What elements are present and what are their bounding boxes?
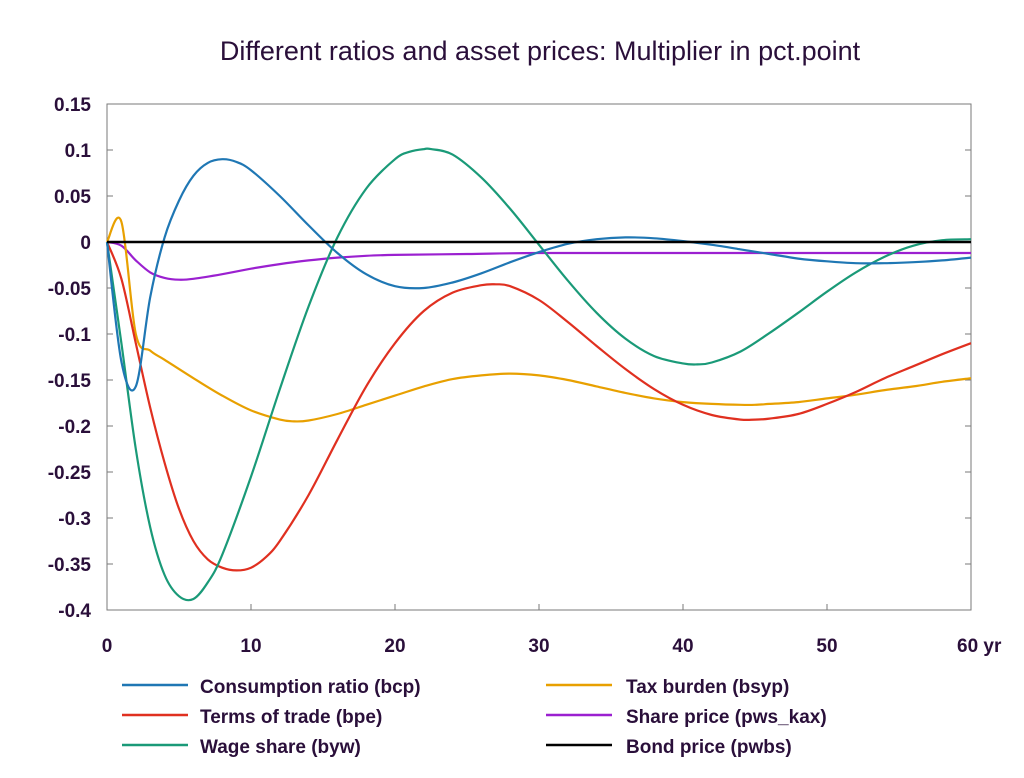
y-tick-label: -0.4 (58, 601, 91, 622)
y-axis: 0.15 0.1 0.05 0 -0.05 -0.1 -0.15 -0.2 -0.25 -0.3 -… (48, 95, 971, 622)
series-line-wage-share-byw (105, 147, 972, 602)
legend-item-tax-burden-bsyp: Tax burden (bsyp) (546, 677, 789, 698)
x-tick-label: 60 yr (957, 636, 1002, 657)
y-tick-label: 0 (80, 233, 91, 254)
y-tick-label: -0.25 (48, 463, 92, 484)
legend-item-terms-of-trade-bpe: Terms of trade (bpe) (122, 707, 382, 728)
plot-area (106, 103, 972, 611)
x-tick-label: 30 (528, 636, 549, 657)
x-tick-label: 50 (816, 636, 837, 657)
y-tick-label: -0.15 (48, 371, 92, 392)
y-tick-label: 0.1 (65, 141, 92, 162)
legend-label: Share price (pws_kax) (626, 707, 827, 728)
y-tick-label: -0.2 (58, 417, 91, 438)
x-tick-label: 20 (384, 636, 405, 657)
x-tick-label: 0 (102, 636, 113, 657)
legend-item-wage-share-byw: Wage share (byw) (122, 737, 361, 758)
legend-label: Bond price (pwbs) (626, 737, 792, 758)
legend-item-bond-price-pwbs: Bond price (pwbs) (546, 737, 792, 758)
y-tick-label: -0.3 (58, 509, 91, 530)
legend: Consumption ratio (bcp) Terms of trade (b… (122, 677, 827, 758)
legend-label: Consumption ratio (bcp) (200, 677, 421, 698)
y-tick-label: 0.15 (54, 95, 91, 116)
series-line-tax-burden-bsyp (106, 216, 972, 423)
legend-label: Tax burden (bsyp) (626, 677, 789, 698)
series-line-terms-of-trade-bpe (105, 241, 972, 572)
chart-title: Different ratios and asset prices: Multi… (220, 36, 861, 66)
series-lines (105, 147, 972, 602)
x-tick-label: 40 (672, 636, 693, 657)
x-axis: 0 10 20 30 40 50 60 yr (102, 604, 1002, 657)
x-tick-label: 10 (240, 636, 261, 657)
y-tick-label: -0.1 (58, 325, 91, 346)
legend-item-consumption-ratio-bcp: Consumption ratio (bcp) (122, 677, 421, 698)
legend-label: Terms of trade (bpe) (200, 707, 382, 728)
series-line-consumption-ratio-bcp (105, 158, 972, 392)
series-line-share-price-pws-kax (106, 240, 971, 281)
y-tick-label: -0.05 (48, 279, 92, 300)
y-tick-label: 0.05 (54, 187, 91, 208)
legend-label: Wage share (byw) (200, 737, 361, 758)
legend-item-share-price-pws-kax: Share price (pws_kax) (546, 707, 827, 728)
y-tick-label: -0.35 (48, 555, 92, 576)
